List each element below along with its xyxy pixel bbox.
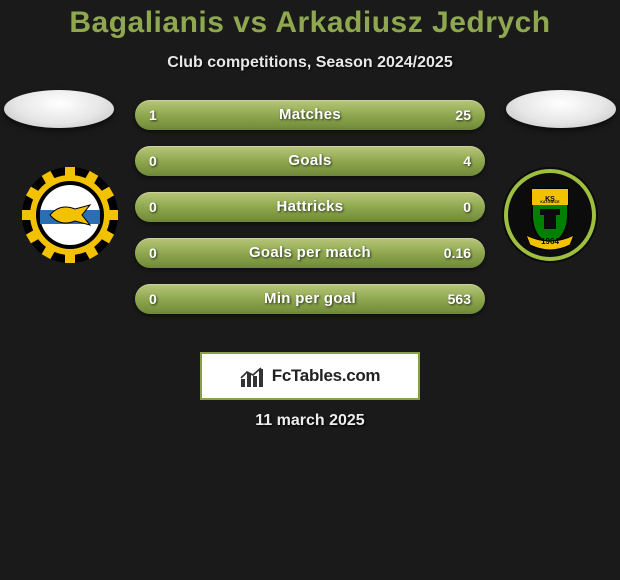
stat-row: 0 Goals 4 — [135, 146, 485, 176]
stat-row: 1 Matches 25 — [135, 100, 485, 130]
crest-right-icon: KS KATOWICE 1964 — [500, 165, 600, 265]
stat-label: Goals per match — [135, 238, 485, 268]
stat-right-value: 0 — [463, 192, 471, 222]
stat-right-value: 4 — [463, 146, 471, 176]
club-crest-right: KS KATOWICE 1964 — [500, 165, 600, 265]
comparison-title: Bagalianis vs Arkadiusz Jedrych — [0, 0, 620, 40]
comparison-date: 11 march 2025 — [0, 412, 620, 430]
stat-label: Matches — [135, 100, 485, 130]
stat-label: Goals — [135, 146, 485, 176]
stat-row: 0 Min per goal 563 — [135, 284, 485, 314]
comparison-arena: KS KATOWICE 1964 1 Matches 25 0 Goals 4 … — [0, 100, 620, 360]
stat-row: 0 Goals per match 0.16 — [135, 238, 485, 268]
watermark-text: FcTables.com — [272, 366, 381, 386]
svg-text:KATOWICE: KATOWICE — [540, 200, 560, 204]
stat-row: 0 Hattricks 0 — [135, 192, 485, 222]
watermark: FcTables.com — [200, 352, 420, 400]
player-head-right — [506, 90, 616, 128]
comparison-subtitle: Club competitions, Season 2024/2025 — [0, 54, 620, 72]
stat-label: Min per goal — [135, 284, 485, 314]
player-head-left — [4, 90, 114, 128]
club-crest-left — [20, 165, 120, 265]
crest-right-year: 1964 — [541, 237, 559, 246]
stat-label: Hattricks — [135, 192, 485, 222]
stat-rows: 1 Matches 25 0 Goals 4 0 Hattricks 0 0 G… — [135, 100, 485, 330]
bar-chart-icon — [240, 365, 268, 387]
stat-right-value: 563 — [448, 284, 471, 314]
crest-left-icon — [20, 165, 120, 265]
stat-right-value: 25 — [455, 100, 471, 130]
stat-right-value: 0.16 — [444, 238, 471, 268]
